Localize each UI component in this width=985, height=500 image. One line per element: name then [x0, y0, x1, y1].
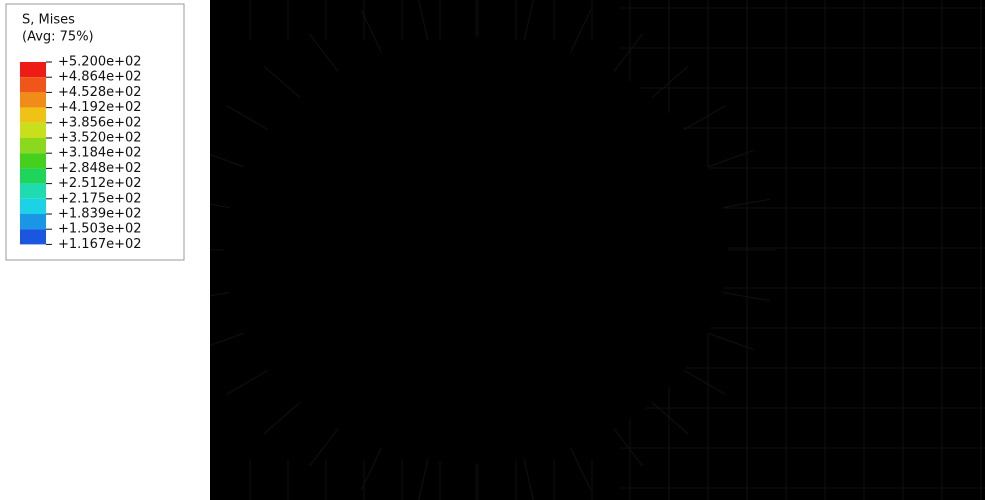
mesh-ring — [224, 36, 728, 464]
mesh — [210, 0, 985, 500]
legend-swatch — [20, 77, 46, 93]
legend-label: +3.856e+02 — [58, 115, 142, 130]
legend-label: +1.839e+02 — [58, 207, 142, 222]
legend-label: +4.528e+02 — [58, 85, 142, 100]
legend-swatch — [20, 138, 46, 154]
legend-label: +2.848e+02 — [58, 161, 142, 176]
legend-label: +3.520e+02 — [58, 131, 142, 146]
legend-label: +3.184e+02 — [58, 146, 142, 161]
legend-swatch — [20, 229, 46, 245]
legend-label: +2.175e+02 — [58, 191, 142, 206]
legend-swatch — [20, 122, 46, 138]
legend-swatch — [20, 198, 46, 214]
legend-subtitle: (Avg: 75%) — [22, 30, 94, 45]
legend: +5.200e+02+4.864e+02+4.528e+02+4.192e+02… — [20, 55, 142, 252]
legend-label: +4.864e+02 — [58, 70, 142, 85]
legend-label: +5.200e+02 — [58, 55, 142, 70]
legend-swatch — [20, 107, 46, 123]
legend-title: S, Mises — [22, 13, 75, 28]
legend-label: +2.512e+02 — [58, 176, 142, 191]
legend-swatch — [20, 153, 46, 169]
legend-label: +1.167e+02 — [58, 237, 142, 252]
legend-swatch — [20, 214, 46, 230]
legend-swatch — [20, 183, 46, 199]
legend-swatch — [20, 92, 46, 108]
legend-swatch — [20, 168, 46, 184]
legend-label: +1.503e+02 — [58, 222, 142, 237]
legend-label: +4.192e+02 — [58, 100, 142, 115]
legend-swatch — [20, 62, 46, 78]
